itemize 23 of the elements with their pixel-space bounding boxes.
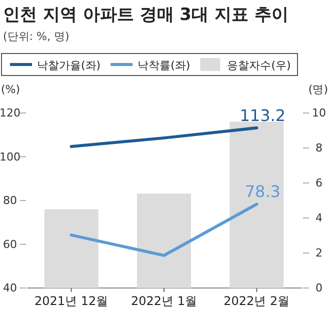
y2-tick-label: 0 xyxy=(316,282,322,294)
y2-tick-label: 4 xyxy=(316,212,322,224)
data-label: 113.2 xyxy=(240,106,286,125)
legend-label: 낙착률(좌) xyxy=(138,59,190,72)
y-axis-title: (%) xyxy=(1,83,20,96)
data-label: 78.3 xyxy=(244,182,280,202)
y2-axis-title: (명) xyxy=(308,83,328,96)
y2-tick-label: 6 xyxy=(316,176,322,190)
x-tick-label: 2022년 1월 xyxy=(131,294,197,308)
y-tick-label: 40 xyxy=(3,282,17,294)
legend-label: 낙찰가율(좌) xyxy=(37,59,101,72)
y-tick-label: 60 xyxy=(3,238,17,251)
chart-subtitle: (단위: %, 명) xyxy=(3,30,70,43)
x-tick-label: 2021년 12월 xyxy=(34,294,108,308)
y-tick-label: 120 xyxy=(0,106,20,120)
y2-tick-label: 10 xyxy=(312,106,326,120)
y2-tick-label: 2 xyxy=(316,246,322,260)
legend-label: 응찰자수(우) xyxy=(227,59,291,72)
x-tick-label: 2022년 2월 xyxy=(224,294,290,308)
y2-tick-label: 8 xyxy=(316,142,322,154)
y-tick-label: 100 xyxy=(0,150,20,164)
chart-title: 인천 지역 아파트 경매 3대 지표 추이 xyxy=(3,5,288,25)
y-tick-label: 80 xyxy=(3,194,17,207)
